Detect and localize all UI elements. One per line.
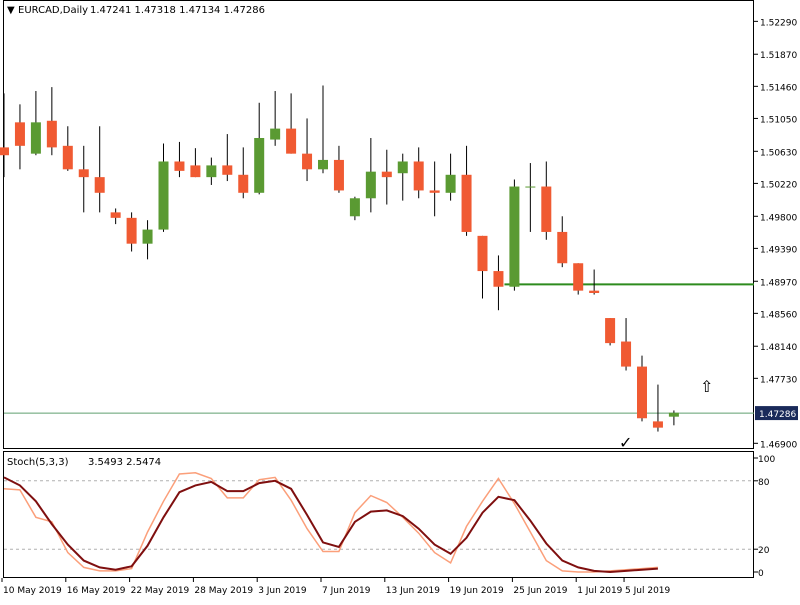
x-tick-label: 16 May 2019 bbox=[67, 586, 126, 596]
current-price-box bbox=[755, 406, 798, 421]
x-tick-label: 13 Jun 2019 bbox=[386, 586, 440, 596]
bear-candle[interactable] bbox=[652, 421, 663, 428]
stoch-pane[interactable] bbox=[3, 451, 754, 578]
x-tick-label: 19 Jun 2019 bbox=[450, 586, 504, 596]
bear-candle[interactable] bbox=[413, 161, 424, 191]
stoch-signal-line bbox=[3, 476, 658, 574]
bear-candle[interactable] bbox=[333, 159, 344, 191]
bear-candle[interactable] bbox=[589, 290, 600, 293]
x-tick-label: 22 May 2019 bbox=[131, 586, 190, 596]
x-tick-label: 25 Jun 2019 bbox=[513, 586, 567, 596]
bull-candle[interactable] bbox=[270, 128, 281, 140]
bear-candle[interactable] bbox=[493, 271, 504, 287]
bear-candle[interactable] bbox=[46, 120, 57, 148]
bull-candle[interactable] bbox=[349, 198, 360, 217]
x-tick-label: 5 Jul 2019 bbox=[625, 586, 670, 596]
bear-candle[interactable] bbox=[461, 174, 472, 232]
bull-candle[interactable] bbox=[445, 174, 456, 193]
bull-candle[interactable] bbox=[142, 229, 153, 244]
bull-candle[interactable] bbox=[158, 161, 169, 230]
bear-candle[interactable] bbox=[477, 235, 488, 272]
y-tick-label: 1.48140 bbox=[760, 343, 797, 353]
bear-candle[interactable] bbox=[381, 171, 392, 178]
x-tick-label: 1 Jul 2019 bbox=[577, 586, 622, 596]
bear-candle[interactable] bbox=[557, 231, 568, 264]
bear-candle[interactable] bbox=[62, 145, 73, 170]
bear-candle[interactable] bbox=[14, 122, 25, 146]
y-tick-label: 1.51050 bbox=[760, 115, 797, 125]
bull-candle[interactable] bbox=[525, 186, 536, 188]
checkmark-icon: ✓ bbox=[619, 433, 632, 452]
bull-candle[interactable] bbox=[509, 186, 520, 287]
bear-candle[interactable] bbox=[238, 174, 249, 193]
y-tick-label: 1.48970 bbox=[760, 278, 797, 288]
y-tick-label: 1.46900 bbox=[760, 440, 797, 450]
bull-candle[interactable] bbox=[397, 161, 408, 174]
y-tick-label: 1.48560 bbox=[760, 310, 797, 320]
bear-candle[interactable] bbox=[110, 212, 121, 218]
bear-candle[interactable] bbox=[573, 263, 584, 291]
bull-candle[interactable] bbox=[668, 412, 679, 417]
bear-candle[interactable] bbox=[637, 366, 647, 419]
bear-candle[interactable] bbox=[302, 153, 313, 170]
stoch-tick-label: 80 bbox=[758, 478, 770, 488]
stoch-tick-label: 0 bbox=[758, 569, 764, 579]
y-tick-label: 1.52290 bbox=[760, 18, 797, 28]
bear-candle[interactable] bbox=[541, 186, 552, 232]
bull-candle[interactable] bbox=[318, 159, 328, 170]
x-tick-label: 10 May 2019 bbox=[3, 586, 62, 596]
indicator-values: 3.5493 2.5474 bbox=[88, 457, 161, 468]
indicator-label: Stoch(5,3,3) bbox=[7, 457, 69, 468]
stoch-tick-label: 100 bbox=[758, 455, 775, 465]
bear-candle[interactable] bbox=[621, 341, 632, 367]
bear-candle[interactable] bbox=[94, 177, 105, 193]
up-arrow-icon[interactable]: ⇧ bbox=[700, 377, 713, 396]
bear-candle[interactable] bbox=[605, 318, 616, 344]
ohlc-values: 1.47241 1.47318 1.47134 1.47286 bbox=[90, 5, 265, 16]
y-tick-label: 1.50220 bbox=[760, 180, 797, 190]
symbol-label: EURCAD,Daily bbox=[18, 5, 88, 16]
y-tick-label: 1.49800 bbox=[760, 213, 797, 223]
x-tick-label: 3 Jun 2019 bbox=[258, 586, 307, 596]
bear-candle[interactable] bbox=[222, 165, 233, 175]
y-tick-label: 1.51460 bbox=[760, 83, 797, 93]
bull-candle[interactable] bbox=[30, 122, 41, 154]
y-tick-label: 1.51870 bbox=[760, 51, 797, 61]
bear-candle[interactable] bbox=[286, 128, 297, 154]
bear-candle[interactable] bbox=[174, 161, 185, 171]
y-tick-label: 1.50630 bbox=[760, 148, 797, 158]
stoch-tick-label: 20 bbox=[758, 546, 770, 556]
bear-candle[interactable] bbox=[126, 217, 137, 244]
y-tick-label: 1.49390 bbox=[760, 245, 797, 255]
bear-candle[interactable] bbox=[429, 190, 440, 193]
bull-candle[interactable] bbox=[254, 137, 265, 193]
bear-candle[interactable] bbox=[190, 165, 201, 178]
y-tick-label: 1.47730 bbox=[760, 375, 797, 385]
dropdown-arrow-icon[interactable]: ▼ bbox=[7, 5, 15, 16]
bull-candle[interactable] bbox=[365, 171, 376, 199]
current-price-label: 1.47286 bbox=[759, 410, 796, 420]
price-pane[interactable] bbox=[3, 0, 754, 449]
x-tick-label: 28 May 2019 bbox=[194, 586, 253, 596]
bear-candle[interactable] bbox=[78, 169, 89, 178]
bull-candle[interactable] bbox=[206, 165, 217, 178]
stoch-main-line bbox=[3, 472, 658, 573]
x-tick-label: 7 Jun 2019 bbox=[322, 586, 371, 596]
bear-candle[interactable] bbox=[0, 147, 9, 156]
